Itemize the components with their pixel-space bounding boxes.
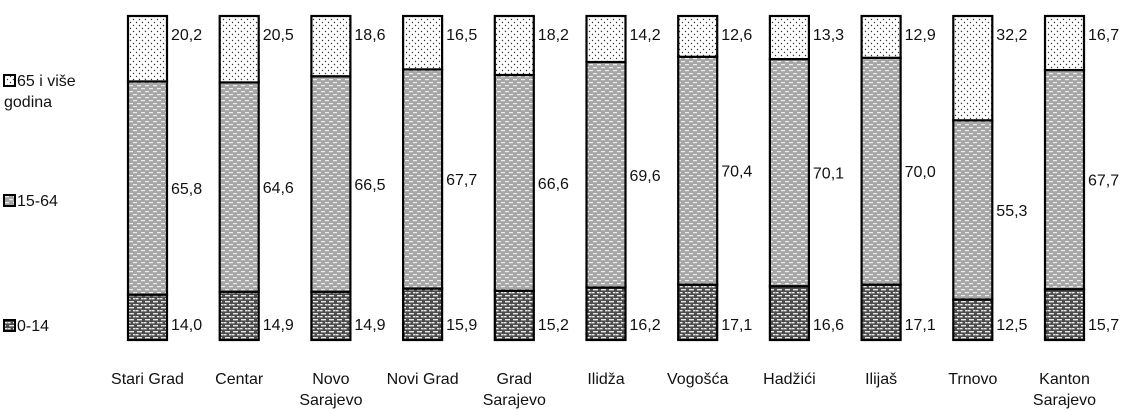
bars <box>126 14 1086 342</box>
bar-segment-0-14-centar <box>218 290 260 342</box>
bar-segment-15-64-ilidza <box>585 60 627 289</box>
legend-label-65-i-vise-godina-line2: godina <box>4 94 52 111</box>
bar-segment-0-14-trnovo <box>952 298 994 342</box>
value-label-65-i-vise-godina-novi-grad: 16,5 <box>446 27 477 44</box>
bar-segment-0-14-kanton-sarajevo <box>1043 288 1086 342</box>
value-labels: 14,0 65,8 20,2 14,9 64,6 20,5 14,9 66,5 18,6 15,9… <box>171 27 1119 334</box>
category-label-ilijas: Ilijaš <box>865 371 897 388</box>
value-label-65-i-vise-godina-hadzici: 13,3 <box>813 27 844 44</box>
value-label-15-64-ilidza: 69,6 <box>630 168 661 185</box>
category-label-grad-sarajevo: Grad <box>497 371 533 388</box>
bar-segment-15-64-ilijas <box>860 56 902 286</box>
category-label-vogosca: Vogošća <box>667 371 728 388</box>
bar-segment-0-14-ilidza <box>585 286 627 342</box>
value-label-15-64-trnovo: 55,3 <box>996 203 1027 220</box>
bar-segment-65-i-vise-godina-vogosca <box>677 14 719 58</box>
value-label-65-i-vise-godina-grad-sarajevo: 18,2 <box>538 27 569 44</box>
bar-segment-65-i-vise-godina-kanton-sarajevo <box>1043 14 1086 72</box>
bar-segment-15-64-grad-sarajevo <box>493 73 535 292</box>
value-label-0-14-vogosca: 17,1 <box>721 317 752 334</box>
bar-segment-0-14-grad-sarajevo <box>493 289 535 342</box>
value-label-0-14-grad-sarajevo: 15,2 <box>538 317 569 334</box>
value-label-15-64-grad-sarajevo: 66,6 <box>538 176 569 193</box>
category-label-stari-grad: Stari Grad <box>111 371 184 388</box>
bar-segment-65-i-vise-godina-trnovo <box>952 14 994 122</box>
value-label-15-64-novi-grad: 67,7 <box>446 172 477 189</box>
bar-segment-15-64-kanton-sarajevo <box>1043 68 1086 291</box>
legend: 65 i više godina 15-64 0-14 <box>3 73 76 335</box>
legend-swatch-65-i-vise-godina <box>3 74 16 87</box>
value-label-65-i-vise-godina-centar: 20,5 <box>263 27 294 44</box>
bar-segment-15-64-stari-grad <box>126 80 169 296</box>
category-label-ilidza: Ilidža <box>587 371 624 388</box>
bar-segment-15-64-novo-sarajevo <box>310 75 352 293</box>
value-label-0-14-centar: 14,9 <box>263 317 294 334</box>
legend-swatch-0-14 <box>3 319 16 332</box>
bar-segment-65-i-vise-godina-grad-sarajevo <box>493 14 535 77</box>
value-label-65-i-vise-godina-vogosca: 12,6 <box>721 27 752 44</box>
category-labels: Stari Grad Centar Novo Sarajevo Novi Grad Gra… <box>111 371 1096 409</box>
value-label-15-64-centar: 64,6 <box>263 180 294 197</box>
value-label-15-64-kanton-sarajevo: 67,7 <box>1088 173 1119 190</box>
bar-segment-65-i-vise-godina-stari-grad <box>126 14 169 83</box>
bar-segment-15-64-vogosca <box>677 55 719 286</box>
bar-segment-0-14-vogosca <box>677 283 719 342</box>
bar-segment-65-i-vise-godina-novi-grad <box>402 14 444 71</box>
value-label-65-i-vise-godina-kanton-sarajevo: 16,7 <box>1088 27 1119 44</box>
legend-label-0-14: 0-14 <box>17 318 49 335</box>
value-label-65-i-vise-godina-novo-sarajevo: 18,6 <box>354 27 385 44</box>
bar-segment-0-14-novi-grad <box>402 287 444 342</box>
bar-segment-65-i-vise-godina-centar <box>218 14 260 84</box>
bar-segment-0-14-hadzici <box>768 285 811 342</box>
bar-segment-15-64-novi-grad <box>402 68 444 290</box>
value-label-15-64-novo-sarajevo: 66,5 <box>354 177 385 194</box>
legend-label-65-i-vise-godina: 65 i više <box>17 73 76 90</box>
value-label-15-64-vogosca: 70,4 <box>721 164 752 181</box>
value-label-65-i-vise-godina-stari-grad: 20,2 <box>171 27 202 44</box>
bar-segment-65-i-vise-godina-hadzici <box>768 14 811 61</box>
value-label-0-14-hadzici: 16,6 <box>813 317 844 334</box>
value-label-0-14-novi-grad: 15,9 <box>446 317 477 334</box>
category-label-novi-grad: Novi Grad <box>387 371 459 388</box>
value-label-15-64-ilijas: 70,0 <box>905 164 936 181</box>
bar-segment-65-i-vise-godina-ilidza <box>585 14 627 64</box>
category-label-hadzici: Hadžići <box>763 371 815 388</box>
category-label-centar: Centar <box>215 371 264 388</box>
bar-segment-15-64-hadzici <box>768 57 811 288</box>
bar-segment-65-i-vise-godina-novo-sarajevo <box>310 14 352 78</box>
category-label-novo-sarajevo-line2: Sarajevo <box>299 392 362 409</box>
bar-segment-0-14-stari-grad <box>126 293 169 342</box>
value-label-0-14-novo-sarajevo: 14,9 <box>354 317 385 334</box>
category-label-trnovo: Trnovo <box>948 371 997 388</box>
bar-segment-15-64-trnovo <box>952 119 994 301</box>
value-label-0-14-ilidza: 16,2 <box>630 317 661 334</box>
category-label-kanton-sarajevo: Kanton <box>1039 371 1090 388</box>
value-label-0-14-kanton-sarajevo: 15,7 <box>1088 317 1119 334</box>
value-label-65-i-vise-godina-ilijas: 12,9 <box>905 27 936 44</box>
value-label-0-14-trnovo: 12,5 <box>996 317 1027 334</box>
value-label-65-i-vise-godina-ilidza: 14,2 <box>630 27 661 44</box>
value-label-0-14-stari-grad: 14,0 <box>171 317 202 334</box>
category-label-kanton-sarajevo-line2: Sarajevo <box>1033 392 1096 409</box>
value-label-15-64-hadzici: 70,1 <box>813 166 844 183</box>
bar-segment-0-14-ilijas <box>860 283 902 342</box>
legend-swatch-15-64 <box>3 194 16 207</box>
bar-segment-15-64-centar <box>218 81 260 293</box>
category-label-grad-sarajevo-line2: Sarajevo <box>483 392 546 409</box>
value-label-65-i-vise-godina-trnovo: 32,2 <box>996 27 1027 44</box>
value-label-0-14-ilijas: 17,1 <box>905 317 936 334</box>
category-label-novo-sarajevo: Novo <box>312 371 349 388</box>
bar-segment-65-i-vise-godina-ilijas <box>860 14 902 59</box>
bar-segment-0-14-novo-sarajevo <box>310 290 352 342</box>
value-label-15-64-stari-grad: 65,8 <box>171 181 202 198</box>
legend-label-15-64: 15-64 <box>17 193 58 210</box>
